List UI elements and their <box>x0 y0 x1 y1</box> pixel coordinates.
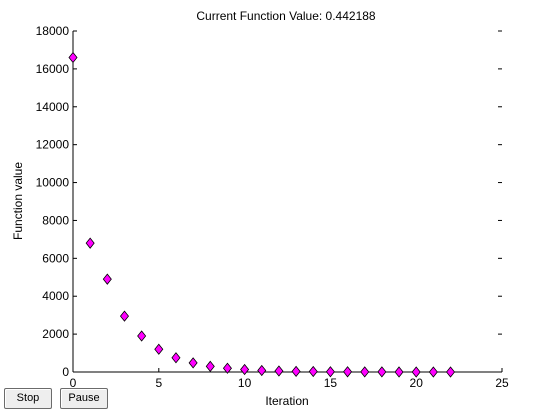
x-tick-label: 5 <box>155 376 162 390</box>
data-point-diamond <box>222 362 232 374</box>
plot-area <box>73 31 502 372</box>
y-tick-label: 16000 <box>36 62 70 76</box>
y-tick-label: 10000 <box>36 176 70 190</box>
pause-button[interactable]: Pause <box>60 388 108 409</box>
y-tick-label: 14000 <box>36 100 70 114</box>
data-point-diamond <box>257 364 267 377</box>
data-point-diamond <box>308 365 318 378</box>
data-point-diamond <box>291 365 301 377</box>
data-point-diamond <box>137 330 147 342</box>
data-markers <box>68 51 456 378</box>
data-point-diamond <box>343 366 353 378</box>
chart-title: Current Function Value: 0.442188 <box>196 9 376 23</box>
data-point-diamond <box>411 366 421 378</box>
x-tick-label: 25 <box>495 376 509 390</box>
data-point-diamond <box>85 237 95 249</box>
x-ticks: 0 5 10 15 20 25 <box>70 368 509 390</box>
data-point-diamond <box>188 357 198 369</box>
data-point-diamond <box>428 366 438 378</box>
data-point-diamond <box>205 360 215 372</box>
x-tick-label: 0 <box>70 376 77 390</box>
y-tick-label: 8000 <box>42 213 69 227</box>
x-tick-label: 10 <box>238 376 252 390</box>
data-point-diamond <box>154 343 164 355</box>
data-point-diamond <box>240 363 250 376</box>
data-point-diamond <box>119 310 129 322</box>
y-tick-label: 12000 <box>36 138 70 152</box>
x-tick-label: 15 <box>324 376 338 390</box>
data-point-diamond <box>68 51 78 64</box>
y-ticks: 0 2000 4000 6000 8000 10000 12000 14000 16000 180… <box>36 24 502 379</box>
x-tick-label: 20 <box>410 376 424 390</box>
data-point-diamond <box>102 273 112 285</box>
stop-button[interactable]: Stop <box>4 388 52 409</box>
y-tick-label: 4000 <box>42 289 69 303</box>
y-tick-label: 2000 <box>42 327 69 341</box>
data-point-diamond <box>360 366 370 378</box>
data-point-diamond <box>171 352 181 364</box>
data-point-diamond <box>325 366 335 378</box>
y-tick-label: 0 <box>62 365 69 379</box>
data-point-diamond <box>377 366 387 378</box>
y-axis-label: Function value <box>11 162 25 240</box>
y-tick-label: 6000 <box>42 251 69 265</box>
data-point-diamond <box>274 365 284 377</box>
y-tick-label: 18000 <box>36 24 70 38</box>
x-axis-label: Iteration <box>265 394 308 408</box>
data-point-diamond <box>446 366 456 378</box>
data-point-diamond <box>394 366 404 378</box>
